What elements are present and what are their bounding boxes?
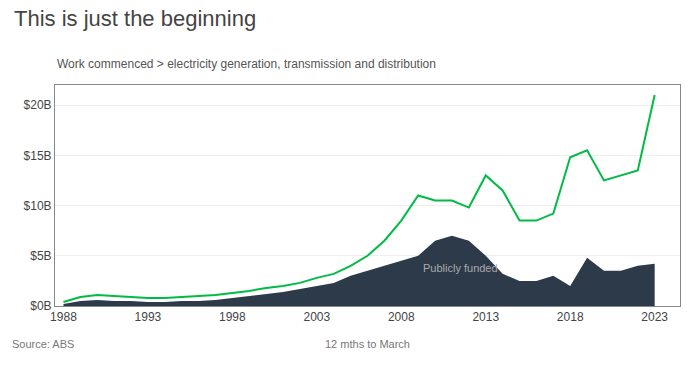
svg-text:2023: 2023 [641,310,668,324]
svg-text:Publicly funded: Publicly funded [423,262,498,274]
svg-text:2018: 2018 [557,310,584,324]
svg-text:1988: 1988 [50,310,77,324]
svg-text:12 mths to March: 12 mths to March [325,338,410,350]
svg-text:$20B: $20B [24,98,52,112]
svg-text:This is just the beginning: This is just the beginning [14,6,256,31]
svg-text:1993: 1993 [135,310,162,324]
svg-text:$15B: $15B [24,149,52,163]
svg-text:2008: 2008 [388,310,415,324]
svg-text:2003: 2003 [303,310,330,324]
svg-text:$5B: $5B [30,249,51,263]
svg-text:1998: 1998 [219,310,246,324]
svg-text:$10B: $10B [24,199,52,213]
svg-text:$0B: $0B [30,299,51,313]
svg-text:Work commenced > electricity g: Work commenced > electricity generation,… [57,57,436,71]
svg-text:Source: ABS: Source: ABS [12,338,74,350]
svg-text:2013: 2013 [472,310,499,324]
